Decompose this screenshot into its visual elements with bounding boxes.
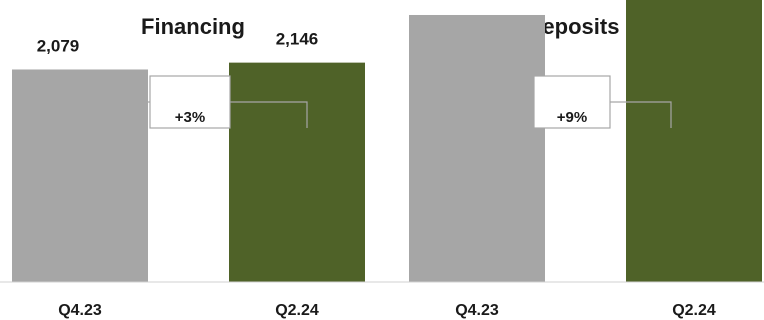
bar-q4-23 <box>409 14 545 283</box>
chart-panel-0: Financing 2,079 Q4.23 2,146 Q2.24 +3% <box>12 14 365 319</box>
bracket-left <box>455 101 534 128</box>
change-label: +9% <box>557 109 587 126</box>
chart-title: Financing <box>141 14 245 39</box>
change-label: +3% <box>175 109 205 126</box>
change-box <box>533 75 611 129</box>
category-label: Q4.23 <box>58 302 102 319</box>
change-box <box>149 75 231 129</box>
bar-q2-24 <box>626 0 762 283</box>
data-label: 2,079 <box>37 36 80 55</box>
bracket-right <box>610 101 672 128</box>
chart-panel-1: Deposits2,612Q4.232,850Q2.24+9% <box>409 0 762 319</box>
category-label: Q4.23 <box>455 302 499 319</box>
data-label: 2,612 <box>434 0 477 1</box>
data-label: 2,146 <box>276 30 319 49</box>
category-label: Q2.24 <box>672 302 716 319</box>
bar-q4-23 <box>12 69 148 282</box>
bracket-right <box>230 101 308 128</box>
bracket-left <box>39 101 150 128</box>
bar-q2-24 <box>229 62 365 283</box>
category-label: Q2.24 <box>275 302 319 319</box>
